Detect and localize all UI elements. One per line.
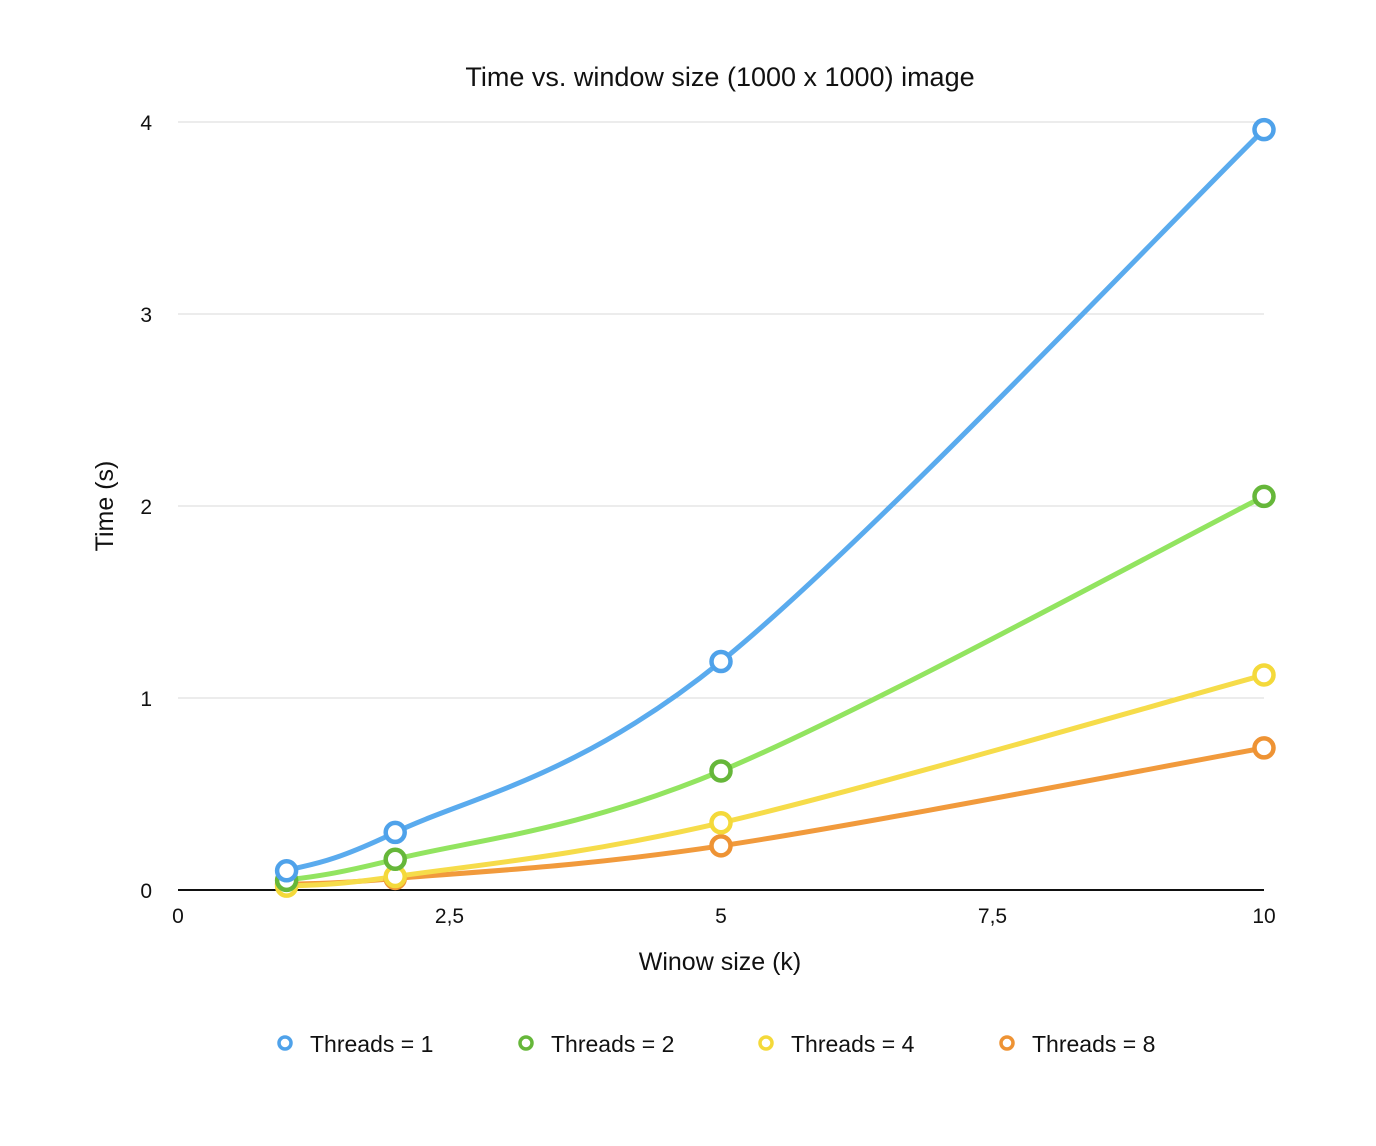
series-point <box>709 811 733 835</box>
series-point <box>1252 736 1276 760</box>
y-tick-label: 3 <box>140 304 152 327</box>
y-tick-label: 1 <box>140 688 152 711</box>
series-point <box>709 834 733 858</box>
y-tick-label: 4 <box>140 112 152 135</box>
legend: Threads = 1 Threads = 2 Threads = 4 Threads… <box>277 1031 1155 1057</box>
legend-item: Threads = 1 <box>277 1031 433 1057</box>
y-tick-label: 2 <box>140 496 152 519</box>
series-line-threads-2 <box>284 493 1267 883</box>
x-tick-label: 7,5 <box>978 905 1007 928</box>
x-axis-label: Winow size (k) <box>639 948 802 976</box>
y-axis-ticks: 0 1 2 3 4 <box>140 112 152 903</box>
series-point <box>709 649 733 674</box>
series-point <box>709 759 733 783</box>
legend-label: Threads = 4 <box>791 1031 915 1057</box>
series-line-threads-4 <box>284 672 1267 889</box>
legend-marker-icon <box>758 1035 774 1051</box>
legend-label: Threads = 1 <box>310 1031 433 1057</box>
x-tick-label: 2,5 <box>435 905 464 928</box>
series-point <box>1252 117 1276 142</box>
legend-marker-icon <box>999 1035 1015 1051</box>
legend-item: Threads = 8 <box>999 1031 1155 1057</box>
chart-title: Time vs. window size (1000 x 1000) image <box>465 62 974 92</box>
legend-item: Threads = 2 <box>518 1031 674 1057</box>
series-line-threads-1 <box>284 127 1267 874</box>
legend-label: Threads = 2 <box>551 1031 674 1057</box>
legend-marker-icon <box>518 1035 534 1051</box>
legend-label: Threads = 8 <box>1032 1031 1155 1057</box>
series-points <box>274 117 1276 898</box>
series-lines <box>284 127 1267 889</box>
series-point <box>1252 484 1276 509</box>
series-point <box>383 820 407 845</box>
y-tick-label: 0 <box>140 880 152 903</box>
series-point <box>1252 663 1276 687</box>
x-tick-label: 10 <box>1252 905 1275 928</box>
x-axis-ticks: 0 2,5 5 7,5 10 <box>172 905 1276 928</box>
x-tick-label: 5 <box>715 905 727 928</box>
legend-marker-icon <box>277 1035 293 1051</box>
gridlines <box>178 121 1264 699</box>
series-point <box>383 847 407 872</box>
series-point <box>274 859 299 883</box>
x-tick-label: 0 <box>172 905 184 928</box>
legend-item: Threads = 4 <box>758 1031 915 1057</box>
series-layer <box>274 117 1276 898</box>
y-axis-label: Time (s) <box>91 461 119 552</box>
